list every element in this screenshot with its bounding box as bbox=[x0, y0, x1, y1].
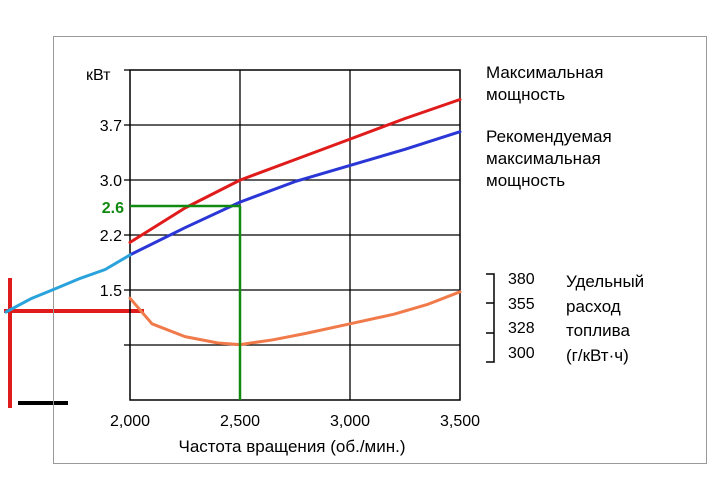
x-tick-label-3: 3,500 bbox=[440, 413, 480, 430]
legend-recommended-power: Рекомендуемая максимальная мощность bbox=[486, 127, 612, 190]
y-tick-label-2: 2.2 bbox=[100, 228, 122, 245]
x-tick-label-0: 2,000 bbox=[110, 413, 150, 430]
chart-frame bbox=[53, 36, 707, 464]
tick-labels: 2,000 2,500 3,000 3,500 3.7 3.0 2.2 1.5 2.6 bbox=[100, 118, 480, 430]
series-line-3 bbox=[128, 290, 462, 347]
fuel-tick-328: 328 bbox=[508, 320, 535, 337]
axes bbox=[124, 69, 461, 401]
series-lines bbox=[4, 98, 462, 347]
y-axis-label: кВт bbox=[86, 67, 111, 84]
y-tick-label-3: 1.5 bbox=[100, 283, 122, 300]
highlight-lines bbox=[130, 204, 242, 400]
grid-lines bbox=[130, 70, 460, 400]
highlight-value-label: 2.6 bbox=[102, 200, 124, 217]
y-tick-label-1: 3.0 bbox=[100, 173, 122, 190]
x-axis-label: Частота вращения (об./мин.) bbox=[179, 437, 406, 456]
series-line-1 bbox=[128, 130, 462, 257]
series-line-2 bbox=[4, 253, 132, 314]
x-tick-label-2: 3,000 bbox=[330, 413, 370, 430]
fuel-axis-ticks: 380 355 328 300 bbox=[508, 268, 535, 366]
legend-max-power: Максимальная мощность bbox=[486, 63, 604, 104]
y-tick-label-0: 3.7 bbox=[100, 118, 122, 135]
series-line-0 bbox=[128, 98, 462, 244]
x-tick-label-1: 2,500 bbox=[220, 413, 260, 430]
legend-fuel-consumption: Удельный расход топлива (г/кВт·ч) bbox=[566, 272, 645, 365]
fuel-tick-355: 355 bbox=[508, 295, 535, 313]
fuel-tick-380: 380 bbox=[508, 271, 535, 288]
fuel-tick-300: 300 bbox=[508, 344, 535, 362]
